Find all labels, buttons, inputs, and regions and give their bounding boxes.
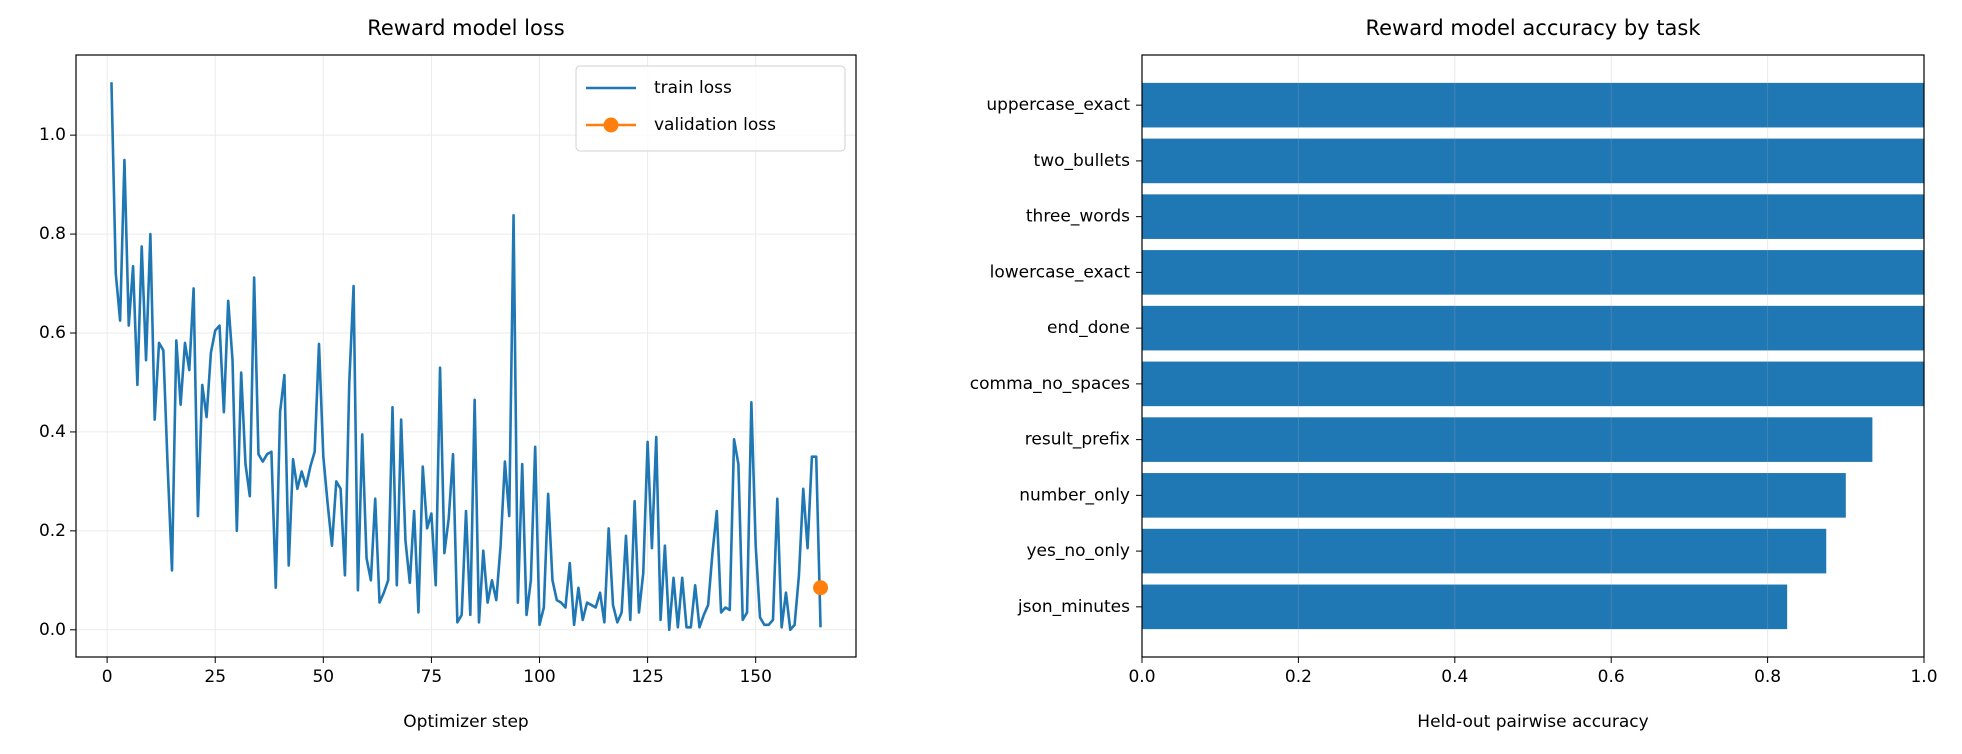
y-tick-label: yes_no_only xyxy=(1026,541,1130,561)
y-tick-label: end_done xyxy=(1047,318,1130,338)
y-tick-label: 0.0 xyxy=(39,620,66,640)
legend-label: validation loss xyxy=(654,115,776,135)
y-tick-label: 0.6 xyxy=(39,323,66,343)
bar xyxy=(1142,584,1788,630)
x-axis-label: Held-out pairwise accuracy xyxy=(1417,712,1648,732)
bar xyxy=(1142,82,1924,128)
y-tick-label: json_minutes xyxy=(1017,597,1130,617)
legend-label: train loss xyxy=(654,78,732,98)
y-tick-label: result_prefix xyxy=(1025,430,1130,450)
chart-title: Reward model loss xyxy=(367,16,565,40)
x-axis-label: Optimizer step xyxy=(403,712,528,732)
bar xyxy=(1142,250,1924,295)
x-tick-label: 100 xyxy=(523,667,555,687)
bar xyxy=(1142,528,1827,574)
x-tick-label: 0.6 xyxy=(1598,667,1625,687)
x-tick-label: 125 xyxy=(631,667,663,687)
x-tick-label: 0.8 xyxy=(1754,667,1781,687)
legend-box xyxy=(575,65,846,152)
bar xyxy=(1142,417,1873,462)
y-tick-label: 0.4 xyxy=(39,422,66,442)
line xyxy=(110,82,822,632)
y-tick-label: two_bullets xyxy=(1034,151,1131,171)
bar xyxy=(1142,305,1924,351)
y-tick-label: three_words xyxy=(1026,207,1130,227)
y-tick-label: lowercase_exact xyxy=(990,262,1131,282)
x-tick-label: 0.0 xyxy=(1128,667,1155,687)
y-tick-label: 0.8 xyxy=(39,224,66,244)
x-tick-label: 0 xyxy=(102,667,113,687)
bar xyxy=(1142,361,1924,407)
x-tick-label: 0.2 xyxy=(1285,667,1312,687)
x-tick-label: 50 xyxy=(312,667,334,687)
y-tick-label: comma_no_spaces xyxy=(970,374,1130,394)
x-tick-label: 1.0 xyxy=(1910,667,1937,687)
y-tick-label: 0.2 xyxy=(39,521,66,541)
x-tick-label: 75 xyxy=(421,667,443,687)
x-tick-label: 25 xyxy=(204,667,226,687)
y-tick-label: number_only xyxy=(1019,485,1130,505)
y-tick-label: uppercase_exact xyxy=(986,95,1130,115)
bar xyxy=(1142,138,1924,184)
y-tick-label: 1.0 xyxy=(39,125,66,145)
x-tick-label: 150 xyxy=(739,667,771,687)
marker xyxy=(813,580,829,596)
axes-frame xyxy=(1141,54,1925,658)
chart-title: Reward model accuracy by task xyxy=(1365,16,1701,40)
legend-marker xyxy=(603,117,619,133)
x-tick-label: 0.4 xyxy=(1441,667,1468,687)
bar xyxy=(1142,194,1924,239)
axes-frame xyxy=(75,54,857,658)
bar xyxy=(1142,473,1846,518)
legend: train loss validation loss xyxy=(575,65,846,152)
